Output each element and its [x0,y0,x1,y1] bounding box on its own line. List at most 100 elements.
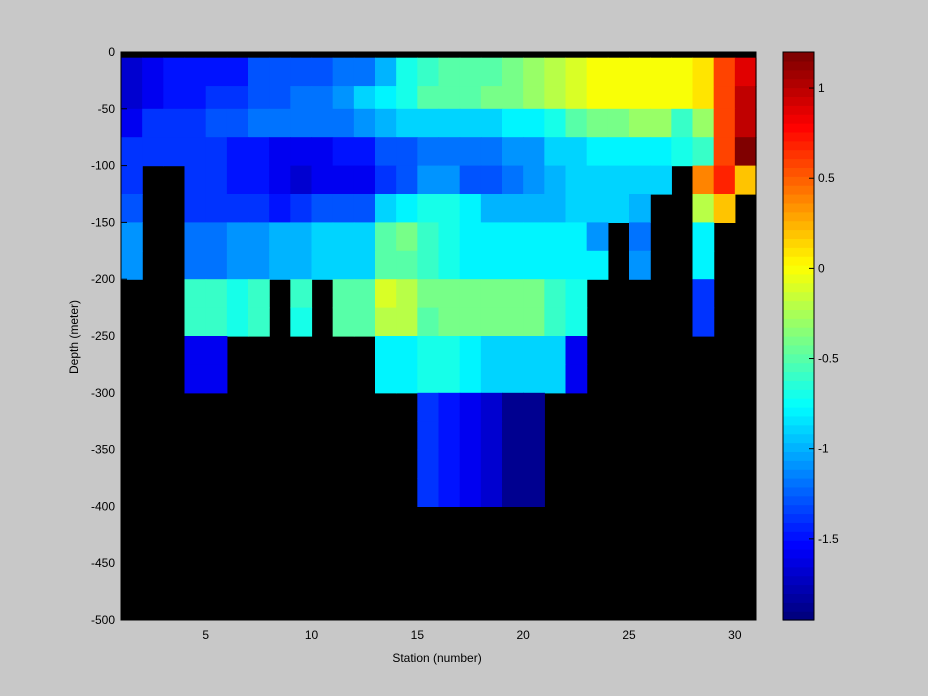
heatmap-cell [332,307,355,337]
heatmap-cell [459,194,482,223]
heatmap-cell [480,279,503,309]
heatmap-cell [502,222,524,252]
heatmap-cell [184,165,207,195]
heatmap-cell [438,449,461,479]
heatmap-cell [607,108,630,138]
heatmap-cell [248,165,270,195]
heatmap-cell [205,165,228,195]
colorbar-tick-label: -1 [818,442,829,456]
heatmap-cell [375,250,397,280]
heatmap-cell [629,222,651,252]
heatmap-cell [248,57,270,87]
colorbar-segment [783,52,814,62]
heatmap-cell [544,108,567,138]
heatmap-cell [650,57,672,87]
colorbar-segment [783,407,814,417]
heatmap-cell [142,86,164,110]
heatmap-cell [417,108,440,138]
heatmap-cell [438,307,461,337]
heatmap-cell [502,108,524,138]
heatmap-cell [523,57,545,87]
heatmap-cell [438,392,461,422]
heatmap-cell [565,57,588,87]
heatmap-cell [396,86,418,110]
heatmap-cell [205,364,228,394]
heatmap-cell [459,137,482,167]
heatmap-cell [121,57,143,87]
heatmap-cell [523,364,545,394]
heatmap-cell [121,165,143,195]
heatmap-cell [184,307,207,337]
heatmap-cell [311,108,334,138]
colorbar-segment [783,202,814,213]
heatmap-cell [269,222,291,252]
heatmap-cell [586,250,609,280]
heatmap-cell [459,86,482,110]
heatmap-cell [184,137,207,167]
heatmap-cell [502,449,524,479]
colorbar-segment [783,69,814,80]
heatmap-cell [417,392,440,422]
heatmap-cell [226,222,249,252]
heatmap-cell [586,57,609,87]
colorbar-segment [783,87,814,97]
heatmap-cell [671,108,694,138]
colorbar-segment [783,265,814,275]
heatmap-cell [205,307,228,337]
heatmap-cell [269,86,291,110]
heatmap-cell [163,57,186,87]
x-tick-label: 20 [516,628,530,642]
heatmap-cell [586,86,609,110]
heatmap-cell [269,165,291,195]
heatmap-cell [502,336,524,365]
colorbar-segment [783,167,814,177]
colorbar-segment [783,549,814,559]
heatmap-cell [438,108,461,138]
heatmap-cell [607,57,630,87]
heatmap-cell [396,222,418,252]
colorbar-segment [783,566,814,577]
heatmap-cell [184,364,207,394]
x-tick-label: 15 [411,628,425,642]
heatmap-cell [417,336,440,365]
heatmap-cell [248,194,270,223]
heatmap-cell [184,250,207,280]
heatmap-cell [226,165,249,195]
heatmap-cell [480,137,503,167]
colorbar-segment [783,424,814,435]
heatmap-cell [290,250,313,280]
heatmap-cell [417,222,440,252]
heatmap-cell [417,307,440,337]
colorbar-segment [783,398,814,408]
heatmap-cell [353,57,376,87]
heatmap-cell [438,57,461,87]
colorbar-segment [783,593,814,603]
heatmap-cell [332,250,355,280]
heatmap-cell [417,279,440,309]
heatmap-cell [480,364,503,394]
heatmap-cell [311,250,334,280]
heatmap-cell [375,222,397,252]
heatmap-cell [396,194,418,223]
heatmap-cell [438,279,461,309]
heatmap-cell [205,336,228,365]
colorbar-segment [783,451,814,461]
heatmap-cell [417,165,440,195]
heatmap-cell [650,108,672,138]
heatmap-cell [565,336,588,365]
colorbar-segment [783,229,814,239]
heatmap-cell [502,194,524,223]
heatmap-cell [248,307,270,337]
x-tick-label: 5 [202,628,209,642]
heatmap-cell [523,137,545,167]
heatmap-cell [671,137,694,167]
colorbar-segment [783,291,814,302]
colorbar-segment [783,575,814,586]
heatmap-cell [375,165,397,195]
heatmap-cell [269,250,291,280]
heatmap-cell [734,86,757,110]
heatmap-cell [184,194,207,223]
heatmap-cell [629,165,651,195]
heatmap-cell [375,194,397,223]
colorbar-segment [783,247,814,257]
